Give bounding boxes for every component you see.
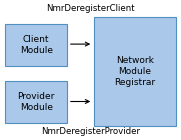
Text: NmrDeregisterClient: NmrDeregisterClient: [46, 4, 135, 13]
Text: NmrDeregisterProvider: NmrDeregisterProvider: [41, 127, 140, 136]
FancyBboxPatch shape: [94, 17, 176, 126]
Text: Provider
Module: Provider Module: [18, 92, 55, 112]
FancyBboxPatch shape: [5, 24, 67, 66]
FancyBboxPatch shape: [5, 81, 67, 123]
Text: Network
Module
Registrar: Network Module Registrar: [114, 56, 155, 87]
Text: Client
Module: Client Module: [20, 35, 53, 55]
